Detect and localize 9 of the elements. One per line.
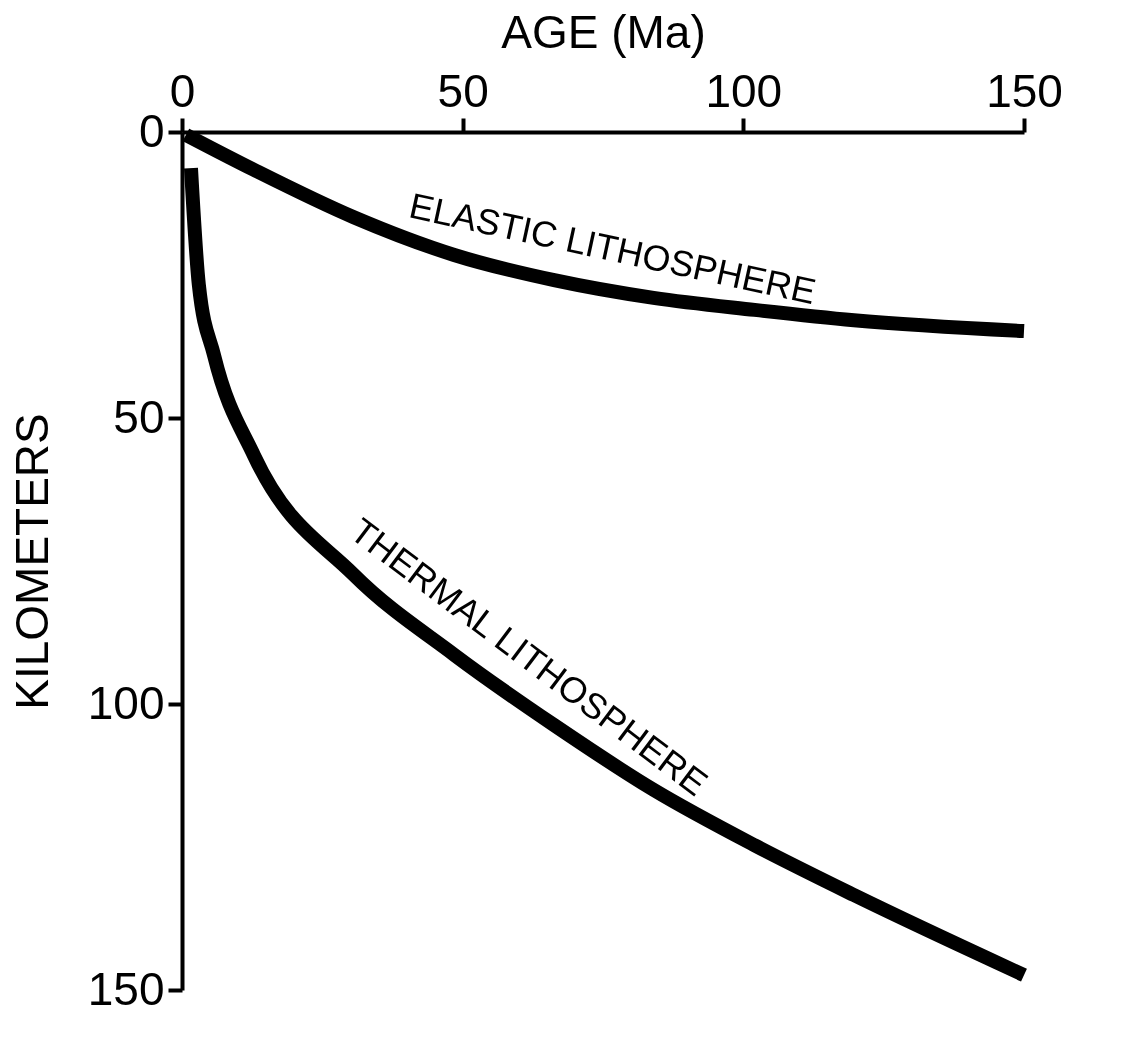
- x-tick-label: 100: [705, 64, 783, 117]
- y-tick-label: 50: [113, 390, 165, 443]
- y-tick-label: 150: [87, 962, 165, 1015]
- x-tick-label: 150: [986, 64, 1063, 117]
- y-tick-label: 0: [138, 104, 165, 157]
- x-tick-label: 50: [437, 64, 489, 117]
- y-axis-title: KILOMETERS: [5, 413, 58, 710]
- x-axis-title: AGE (Ma): [501, 5, 706, 58]
- y-tick-label: 100: [87, 676, 165, 729]
